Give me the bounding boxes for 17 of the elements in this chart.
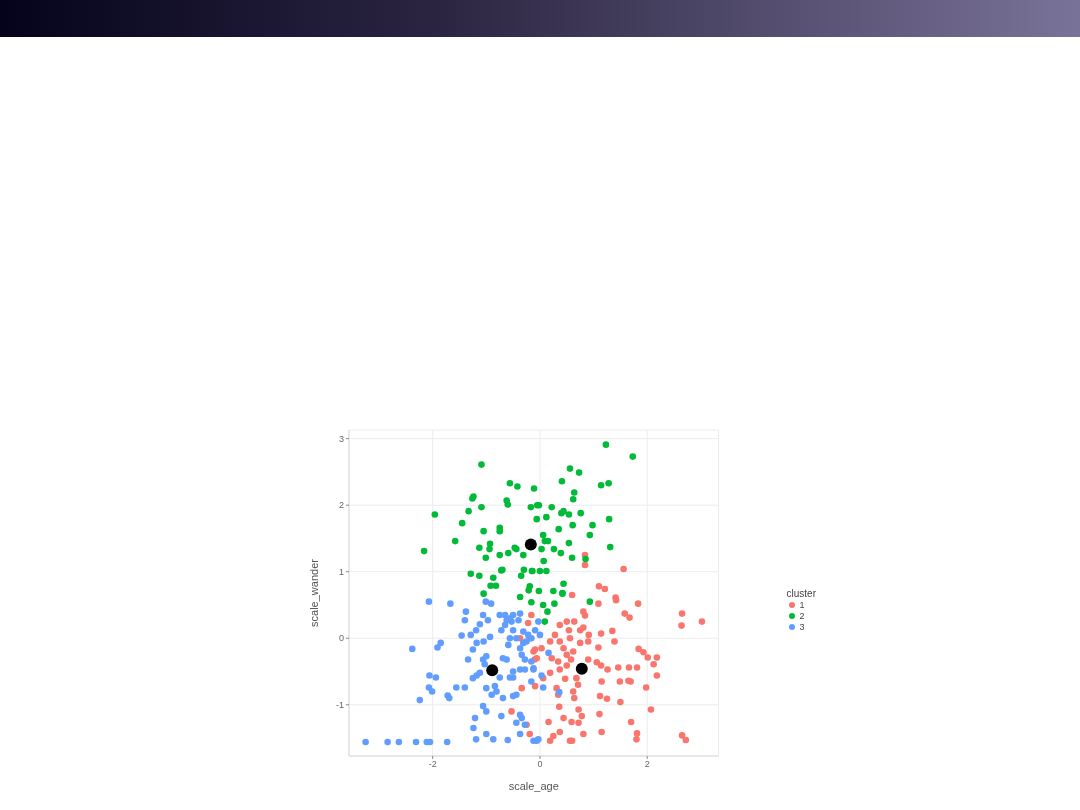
y-tick-label: -1 (335, 699, 344, 710)
legend-label: 3 (799, 621, 805, 633)
y-tick-label: 2 (338, 500, 344, 511)
legend-title: cluster (786, 587, 816, 599)
legend-label: 2 (799, 610, 805, 622)
x-tick-label: 0 (537, 759, 543, 770)
x-tick-label: 2 (644, 759, 650, 770)
y-tick-label: 0 (338, 633, 344, 644)
y-tick-label: 3 (338, 433, 344, 444)
x-axis-title: scale_age (508, 780, 559, 792)
point (524, 538, 537, 551)
y-tick-label: 1 (338, 566, 344, 577)
point (575, 662, 588, 675)
y-axis-title: scale_wander (307, 558, 320, 627)
legend-label: 1 (799, 599, 805, 611)
x-tick-label: -2 (428, 759, 437, 770)
point (486, 664, 499, 677)
